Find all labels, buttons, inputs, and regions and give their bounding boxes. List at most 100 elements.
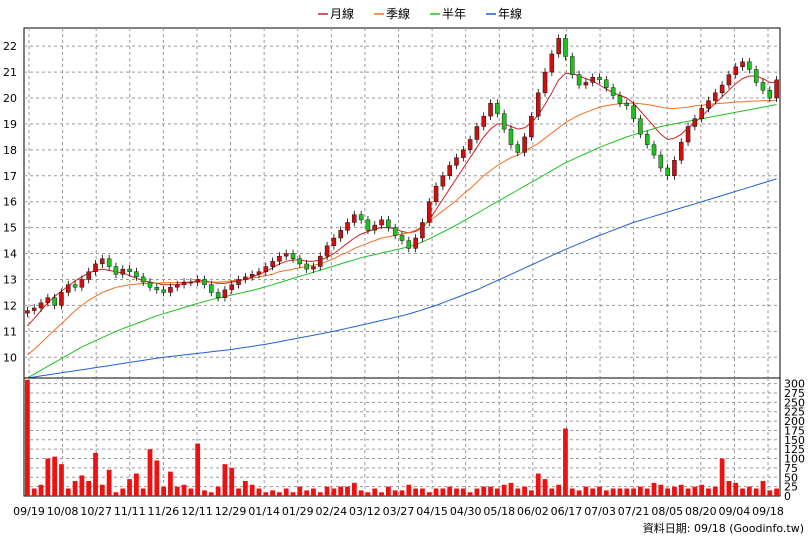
date-tick-label: 11/11 bbox=[114, 505, 146, 518]
price-tick-label: 12 bbox=[3, 299, 17, 312]
candle-body bbox=[365, 219, 371, 231]
volume-bar bbox=[706, 488, 711, 496]
price-tick-label: 21 bbox=[3, 66, 17, 79]
date-axis: 09/19 10/08 10/27 11/11 11/26 12/11 12/29 01/14… bbox=[13, 505, 784, 518]
volume-bar bbox=[542, 479, 548, 496]
candle-body bbox=[679, 141, 684, 161]
candle-body bbox=[134, 271, 139, 278]
volume-bar bbox=[413, 488, 419, 496]
candle-body bbox=[100, 258, 105, 265]
candle-body bbox=[767, 90, 773, 99]
volume-tick-label: 175 bbox=[784, 424, 805, 437]
volume-bar bbox=[127, 479, 132, 496]
volume-bar bbox=[426, 492, 432, 496]
candle-body bbox=[522, 136, 527, 153]
candle-body bbox=[692, 118, 698, 127]
candle-body bbox=[753, 69, 759, 83]
volume-bar bbox=[59, 464, 64, 496]
volume-bar bbox=[45, 458, 51, 496]
date-tick-label: 07/03 bbox=[584, 505, 616, 518]
candle-body bbox=[66, 284, 71, 293]
volume-bar bbox=[699, 484, 705, 496]
volume-bar bbox=[168, 471, 173, 496]
date-tick-label: 04/15 bbox=[416, 505, 448, 518]
candle-body bbox=[277, 255, 282, 262]
candle-body bbox=[467, 139, 473, 151]
candle-body bbox=[154, 287, 160, 291]
candles bbox=[25, 34, 779, 318]
volume-tick-label: 100 bbox=[784, 453, 805, 466]
volume-bar bbox=[685, 488, 691, 496]
volume-bar bbox=[515, 488, 521, 496]
candle-body bbox=[120, 268, 126, 275]
volume-bar bbox=[631, 488, 636, 496]
candle-body bbox=[651, 144, 657, 156]
data-date-footer: 資料日期: 09/18 (Goodinfo.tw) bbox=[643, 521, 804, 535]
volume-bar bbox=[222, 464, 228, 496]
price-panel: 10 11 12 13 14 15 16 17 18 19 20 21 22 bbox=[3, 27, 781, 379]
volume-bar bbox=[678, 484, 684, 496]
candle-body bbox=[420, 222, 425, 239]
volume-bar bbox=[311, 488, 316, 496]
volume-tick-label: 50 bbox=[784, 471, 798, 484]
candle-body bbox=[399, 235, 405, 241]
candle-body bbox=[576, 74, 582, 86]
volume-bar bbox=[351, 482, 357, 496]
candle-body bbox=[304, 263, 309, 270]
volume-bar bbox=[331, 488, 337, 496]
candle-body bbox=[719, 84, 725, 94]
volume-bar bbox=[454, 488, 459, 496]
volume-bar bbox=[93, 452, 98, 496]
price-tick-label: 20 bbox=[3, 92, 17, 105]
volume-bar bbox=[474, 488, 480, 496]
ma-line-ma_half bbox=[27, 104, 777, 379]
candle-body bbox=[93, 263, 98, 272]
candle-body bbox=[352, 214, 357, 223]
candle-body bbox=[638, 118, 643, 135]
volume-bar bbox=[72, 481, 78, 496]
volume-bar bbox=[774, 488, 779, 496]
candle-body bbox=[740, 61, 745, 68]
volume-bar bbox=[665, 488, 671, 496]
date-tick-label: 09/18 bbox=[752, 505, 784, 518]
candle-body bbox=[644, 134, 650, 145]
candle-body bbox=[617, 95, 623, 104]
volume-bar bbox=[617, 488, 623, 496]
date-tick-label: 07/21 bbox=[618, 505, 650, 518]
price-axis: 10 11 12 13 14 15 16 17 18 19 20 21 22 bbox=[3, 40, 17, 364]
candle-body bbox=[570, 56, 575, 75]
candle-body bbox=[256, 271, 262, 275]
candle-body bbox=[318, 255, 323, 267]
legend-label-1: 季線 bbox=[386, 6, 410, 21]
candle-body bbox=[338, 230, 343, 239]
price-tick-label: 13 bbox=[3, 273, 17, 286]
volume-bar bbox=[637, 486, 643, 496]
volume-tick-label: 125 bbox=[784, 443, 805, 456]
candle-body bbox=[604, 79, 609, 88]
candle-body bbox=[345, 222, 350, 231]
price-tick-label: 15 bbox=[3, 222, 17, 235]
volume-bar bbox=[672, 486, 677, 496]
candle-body bbox=[174, 284, 180, 288]
candle-body bbox=[495, 102, 500, 114]
volume-bar bbox=[358, 490, 364, 496]
candle-body bbox=[563, 38, 568, 57]
volume-bar bbox=[460, 488, 466, 496]
candle-body bbox=[52, 297, 57, 306]
volume-bar bbox=[113, 492, 119, 496]
volume-bar bbox=[256, 488, 262, 496]
date-tick-label: 06/02 bbox=[517, 505, 549, 518]
volume-bar bbox=[508, 482, 514, 496]
candle-body bbox=[406, 240, 412, 249]
price-grid bbox=[24, 28, 780, 378]
candle-body bbox=[372, 224, 377, 231]
volume-bar bbox=[481, 486, 487, 496]
candle-body bbox=[86, 271, 91, 280]
candle-body bbox=[38, 302, 44, 309]
volume-bar bbox=[522, 486, 527, 496]
volume-bar bbox=[597, 486, 602, 496]
candle-body bbox=[209, 284, 214, 293]
volume-bar bbox=[290, 492, 296, 496]
volume-bar bbox=[433, 488, 439, 496]
